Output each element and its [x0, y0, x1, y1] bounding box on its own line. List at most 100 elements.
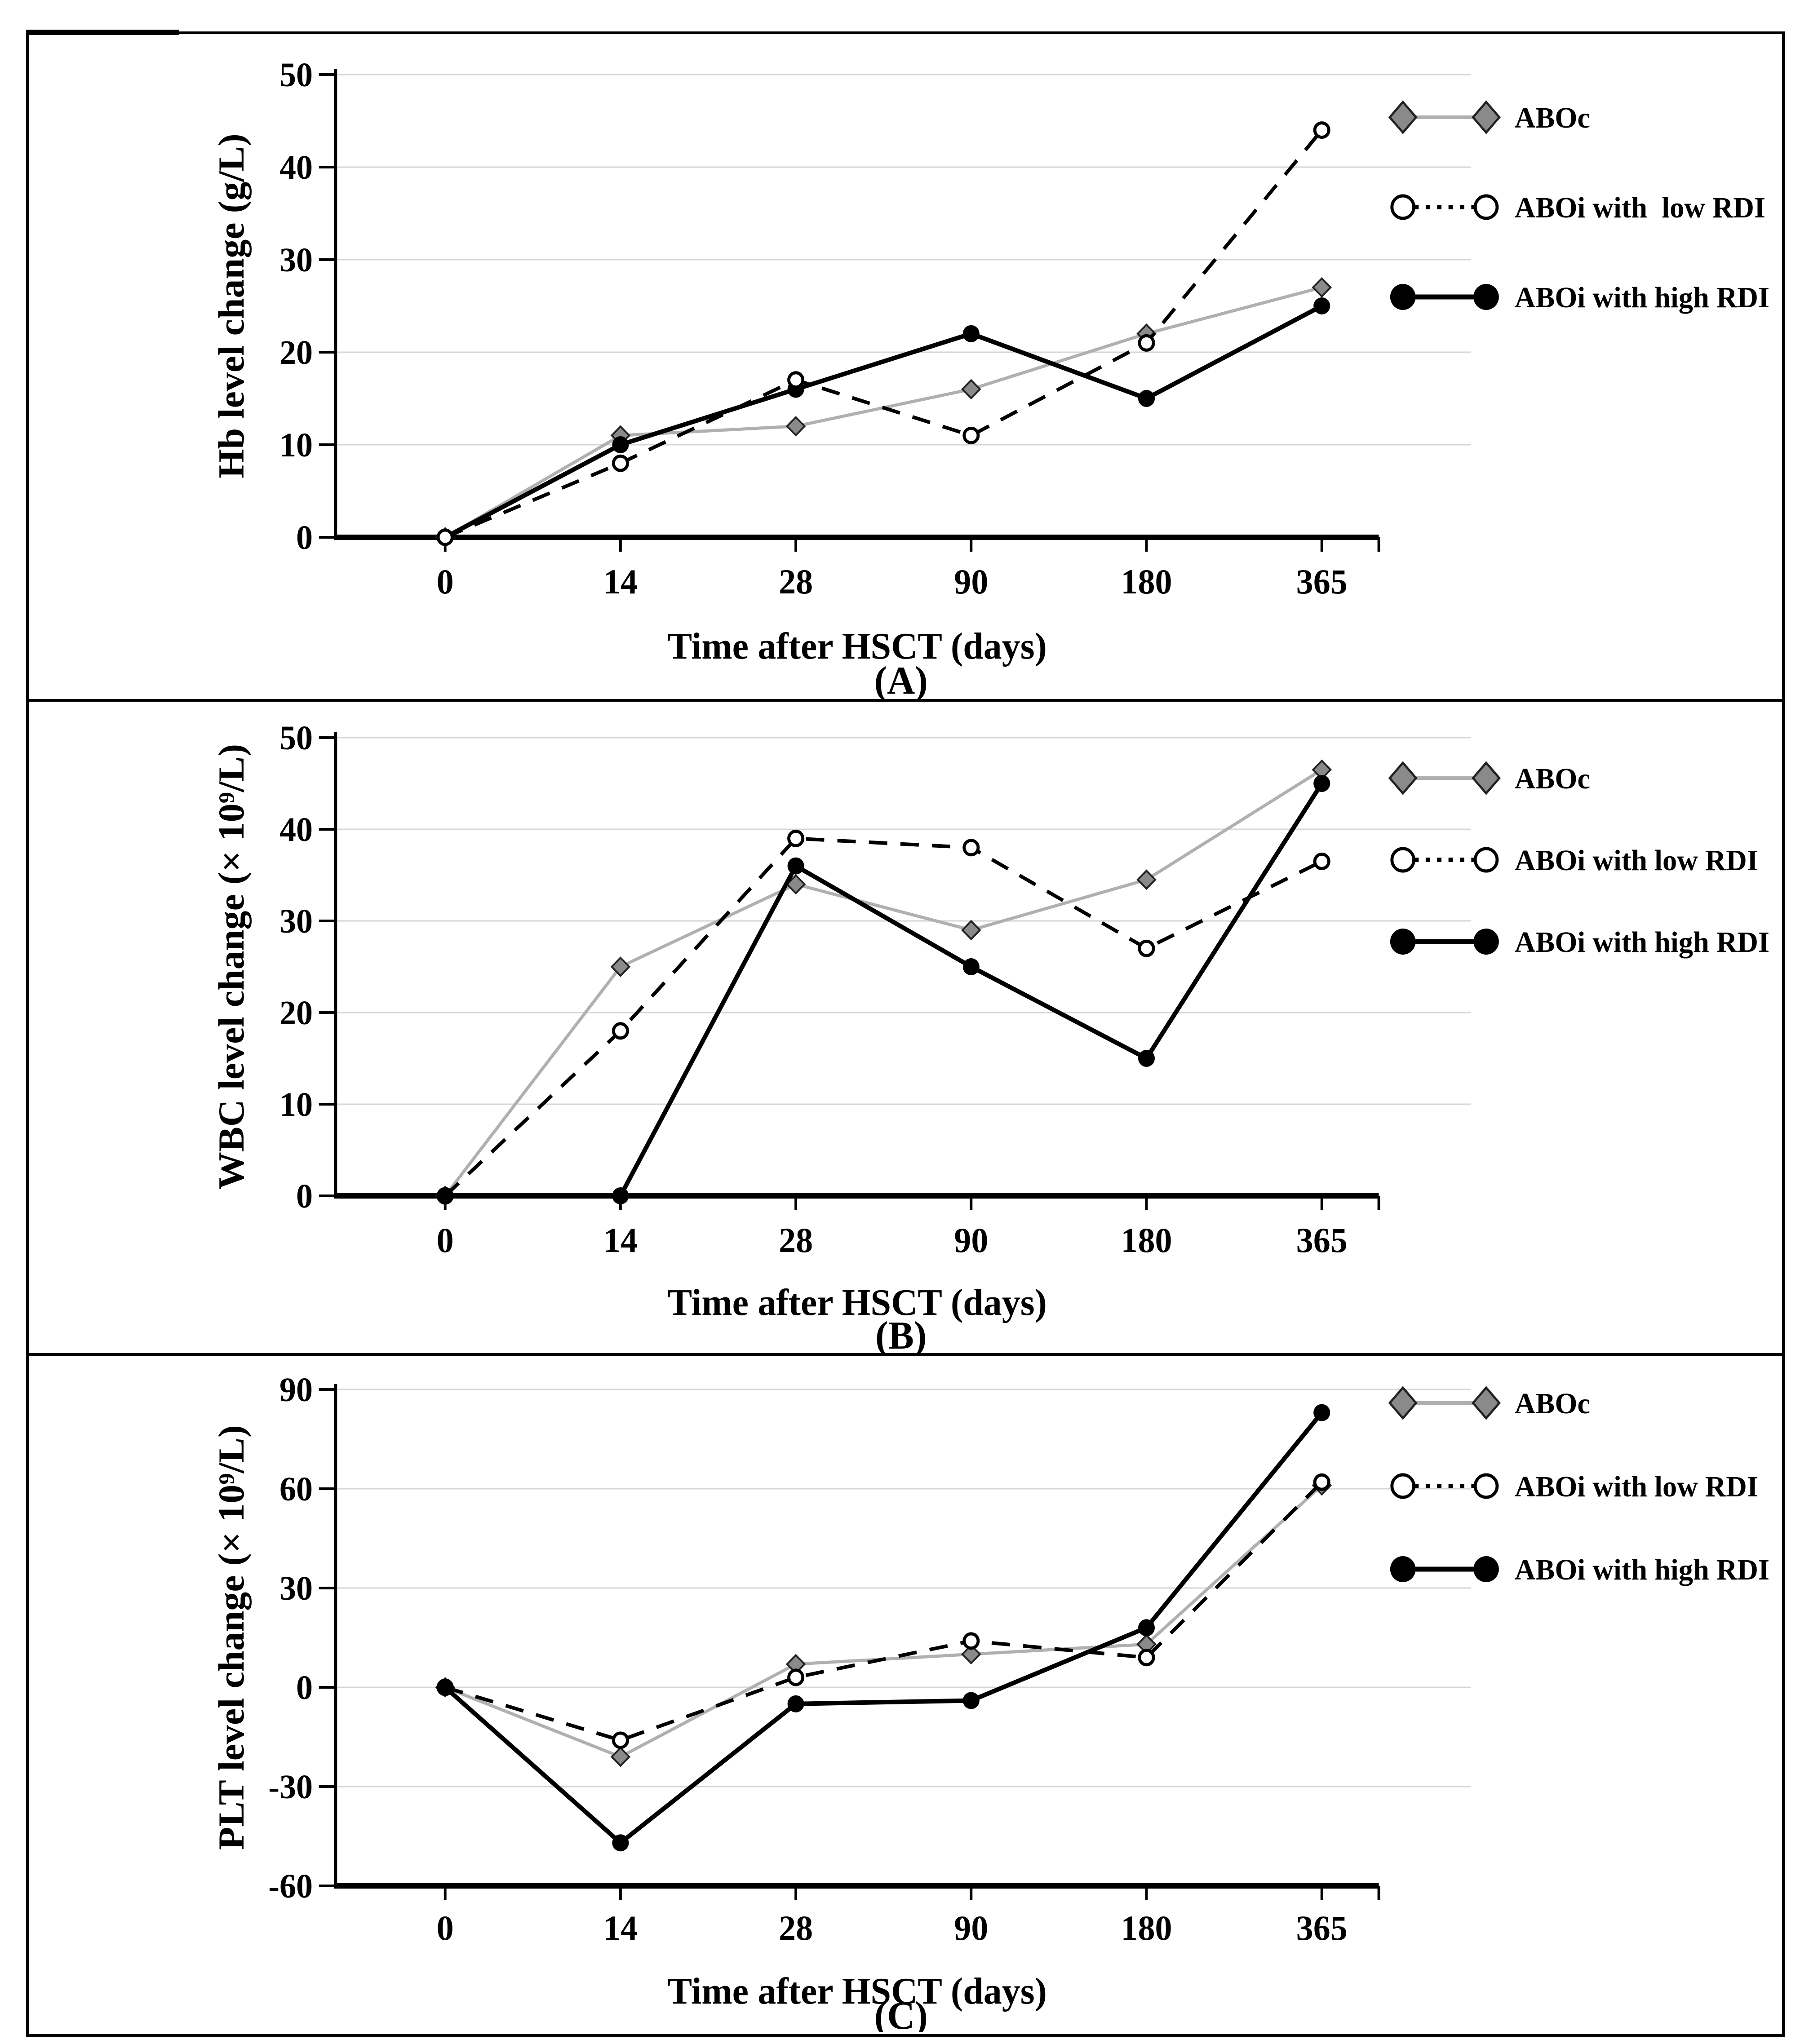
marker-filled-circle [787, 1695, 804, 1712]
y-tick-label: 30 [279, 903, 313, 940]
y-tick-label: 50 [279, 719, 313, 757]
x-tick-label: 28 [779, 1908, 813, 1947]
x-axis-title: Time after HSCT (days) [667, 1970, 1046, 2012]
x-tick-label: 28 [779, 1221, 813, 1260]
x-tick-label: 14 [603, 562, 638, 601]
y-tick-label: 0 [296, 519, 313, 557]
marker-diamond [610, 956, 631, 977]
series-line-aboi-with-low-rdi [444, 836, 1323, 1197]
marker-open-circle [787, 1668, 805, 1686]
hb-line-chart: Hb level change (g/L) Time after HSCT (d… [211, 56, 1769, 699]
panel-caption: (A) [874, 659, 928, 699]
marker-filled-circle [787, 857, 804, 875]
marker-diamond [1312, 277, 1332, 298]
marker-open-circle [962, 426, 980, 444]
legend-marker-diamond [1472, 761, 1501, 795]
x-tick-label: 180 [1121, 1908, 1172, 1947]
marker-diamond [961, 1644, 981, 1665]
marker-filled-circle [962, 1692, 980, 1709]
marker-open-circle [612, 1731, 629, 1749]
marker-filled-circle [612, 1187, 629, 1204]
marker-open-circle [787, 829, 805, 847]
y-axis-title: WBC level change (× 10⁹/L) [211, 744, 252, 1190]
y-tick-label: 0 [296, 1669, 313, 1707]
legend-marker-filled-circle [1390, 1556, 1416, 1582]
legend-label-aboi-with-low-rdi: ABOi with low RDI [1515, 844, 1758, 877]
marker-open-circle [962, 839, 980, 857]
legend-label-aboi-with-low-rdi: ABOi with low RDI [1515, 1470, 1758, 1503]
legend-label-aboi-with-high-rdi: ABOi with high RDI [1515, 926, 1769, 959]
marker-diamond [961, 379, 981, 400]
panel-caption: (B) [875, 1314, 927, 1353]
series-line-aboi-with-high-rdi [445, 782, 1324, 1198]
marker-open-circle [612, 454, 629, 472]
y-tick-label: 40 [279, 149, 313, 186]
legend-marker-open-circle [1390, 1473, 1415, 1499]
series-line-aboi-with-high-rdi [443, 1411, 1324, 1846]
legend-marker-diamond [1472, 100, 1501, 134]
legend-label-aboc: ABOc [1515, 102, 1590, 134]
chart-panel-b: WBC level change (× 10⁹/L) Time after HS… [29, 702, 1782, 1356]
series-line-aboc [444, 286, 1322, 539]
marker-filled-circle [1138, 390, 1155, 407]
y-tick-label: 50 [279, 56, 313, 94]
legend-label-aboc: ABOc [1515, 1387, 1590, 1420]
marker-open-circle [1138, 1649, 1155, 1667]
y-tick-label: -60 [268, 1867, 313, 1905]
x-axis-title: Time after HSCT (days) [667, 625, 1046, 667]
chart-panel-a: Hb level change (g/L) Time after HSCT (d… [29, 34, 1782, 702]
y-tick-label: 10 [279, 426, 313, 464]
y-axis-title: PLT level change (× 10⁹/L) [211, 1425, 252, 1850]
legend-marker-filled-circle [1473, 929, 1499, 955]
marker-filled-circle [962, 958, 980, 975]
wbc-line-chart: WBC level change (× 10⁹/L) Time after HS… [211, 719, 1769, 1353]
marker-filled-circle [962, 325, 980, 342]
x-tick-label: 180 [1121, 1221, 1172, 1260]
marker-filled-circle [1313, 1404, 1330, 1421]
marker-open-circle [612, 1022, 629, 1040]
x-tick-label: 365 [1296, 1221, 1348, 1260]
panel-caption: (C) [874, 1994, 928, 2032]
legend-marker-open-circle [1390, 194, 1415, 220]
legend-marker-filled-circle [1473, 1556, 1499, 1582]
marker-filled-circle [437, 1679, 454, 1696]
marker-diamond [610, 1746, 631, 1767]
legend-marker-open-circle [1473, 847, 1499, 873]
x-tick-label: 14 [603, 1908, 638, 1947]
marker-filled-circle [612, 1834, 629, 1852]
series-line-aboi-with-low-rdi [444, 129, 1323, 539]
x-tick-label: 0 [437, 562, 454, 601]
y-tick-label: 90 [279, 1371, 313, 1409]
figure-frame: Hb level change (g/L) Time after HSCT (d… [26, 30, 1785, 2037]
marker-filled-circle [1313, 297, 1330, 314]
marker-open-circle [787, 371, 805, 389]
legend-marker-filled-circle [1390, 929, 1416, 955]
border-artifact [26, 30, 179, 35]
y-tick-label: 30 [279, 1570, 313, 1607]
marker-diamond [1136, 869, 1157, 890]
marker-open-circle [1313, 852, 1330, 870]
x-tick-label: 180 [1121, 562, 1172, 601]
legend-marker-diamond [1388, 1386, 1418, 1420]
series-line-aboi-with-high-rdi [444, 304, 1323, 540]
legend-marker-diamond [1472, 1386, 1501, 1420]
y-tick-label: 10 [279, 1086, 313, 1124]
marker-filled-circle [1138, 1050, 1155, 1067]
marker-filled-circle [1138, 1619, 1155, 1637]
series-line-aboc [444, 1484, 1323, 1759]
x-axis-title: Time after HSCT (days) [667, 1281, 1046, 1323]
marker-diamond [961, 920, 981, 941]
marker-open-circle [1313, 121, 1330, 139]
x-tick-label: 90 [954, 1221, 988, 1260]
x-tick-label: 90 [954, 562, 988, 601]
x-tick-label: 365 [1296, 562, 1348, 601]
legend-label-aboi-with-high-rdi: ABOi with high RDI [1515, 281, 1769, 314]
marker-open-circle [436, 528, 454, 546]
y-tick-label: -30 [268, 1768, 313, 1806]
marker-open-circle [962, 1632, 980, 1650]
marker-open-circle [1138, 334, 1155, 352]
legend-marker-diamond [1388, 761, 1418, 795]
x-tick-label: 365 [1296, 1908, 1348, 1947]
y-axis-title: Hb level change (g/L) [211, 133, 252, 478]
y-tick-label: 20 [279, 994, 313, 1032]
